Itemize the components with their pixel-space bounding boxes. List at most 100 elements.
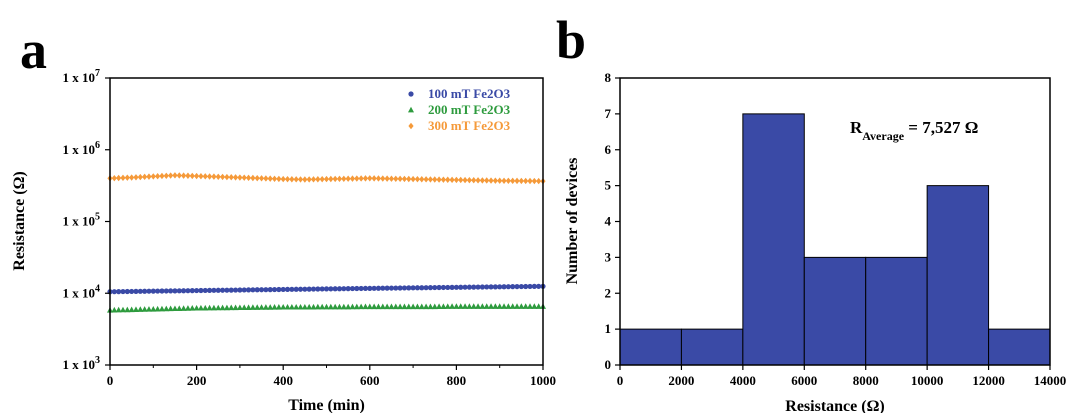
series-2-point (501, 303, 508, 309)
series-2-point (327, 303, 334, 310)
series-2-point (388, 303, 395, 310)
legend-item: 100 mT Fe2O3 (408, 86, 511, 101)
series-2-point (280, 303, 287, 310)
series-2-point (314, 303, 321, 310)
series-3-point (458, 176, 464, 184)
series-2-point (288, 303, 295, 310)
series-3-point (146, 173, 152, 180)
series-2-point (306, 303, 313, 310)
y-tick-label: 8 (605, 70, 612, 85)
series-2-point (163, 305, 170, 312)
annotation-subscript: Average (862, 129, 904, 143)
series-3-point (133, 174, 139, 181)
series-3-point (241, 174, 247, 181)
legend-marker (408, 106, 414, 113)
series-2-point (423, 303, 430, 310)
series-2-point (310, 303, 317, 310)
series-3-point (471, 177, 477, 184)
series-2-point (319, 303, 326, 310)
series-1-point (414, 285, 421, 291)
series-2-point (496, 303, 503, 309)
series-3-point (328, 175, 334, 183)
series-1-point (527, 283, 533, 290)
series-1-point (228, 287, 234, 293)
x-tick-label: 0 (107, 373, 114, 388)
series-2-point (119, 306, 126, 313)
series-3-point (232, 174, 239, 181)
y-tick-label: 2 (605, 285, 612, 300)
histogram-bar (988, 328, 1051, 366)
series-2-point (219, 304, 226, 311)
series-3-point (293, 176, 299, 183)
series-1-point (224, 287, 230, 293)
histogram-bar (742, 113, 805, 366)
series-1-point (462, 284, 468, 290)
series-1-point (523, 283, 529, 290)
series-3-point (302, 176, 308, 183)
series-3-point (211, 173, 217, 180)
series-1-point (445, 284, 451, 291)
series-2-point (275, 304, 282, 310)
legend-marker (408, 122, 414, 130)
series-3-point (172, 172, 178, 179)
series-3-point (228, 174, 234, 181)
series-3-point (155, 172, 161, 180)
series-1-point (185, 288, 191, 294)
series-1-point (497, 284, 503, 290)
series-2-point (492, 303, 499, 309)
series-1-point (280, 286, 286, 293)
series-3-point (319, 175, 325, 183)
series-2-point (245, 304, 252, 310)
y-tick-label: 1 (605, 321, 612, 336)
series-1-point (531, 283, 537, 289)
series-3-point (527, 177, 533, 185)
series-3-point (111, 174, 117, 182)
series-1-point (315, 286, 321, 292)
series-1-point (189, 288, 195, 294)
series-3-point (393, 175, 399, 182)
series-2 (107, 303, 546, 313)
series-1-point (215, 287, 221, 293)
series-3-point (120, 174, 126, 182)
x-tick-label: 10000 (911, 373, 944, 388)
chart-a-y-ticks: 1 x 103 1 x 104 1 x 105 1 x 106 1 x 107 (63, 68, 110, 372)
series-2-point (358, 303, 365, 310)
series-3-point (492, 177, 498, 184)
series-2-point (223, 304, 230, 311)
series-1-point (436, 284, 442, 291)
series-1-point (397, 285, 403, 291)
series-2-point (349, 303, 356, 310)
series-3-point (397, 175, 403, 183)
series-2-point (431, 303, 438, 310)
series-2-point (397, 303, 404, 310)
series-1-point (289, 286, 295, 292)
series-1-point (267, 287, 273, 293)
series-1-point (471, 284, 477, 290)
series-2-point (128, 306, 135, 313)
series-1-point (388, 285, 395, 291)
series-1-point (133, 288, 139, 294)
series-3-point (380, 175, 386, 182)
x-tick-label: 1000 (530, 373, 556, 388)
series-2-point (145, 306, 152, 312)
series-1-point (232, 287, 239, 293)
series-3-point (150, 173, 156, 180)
series-3-point (367, 175, 373, 182)
series-2-point (215, 304, 222, 311)
y-tick-label: 4 (605, 214, 612, 229)
series-3 (107, 172, 546, 185)
series-2-point (345, 303, 352, 310)
series-1-point (124, 288, 130, 295)
series-1-point (401, 285, 408, 291)
series-1-point (479, 284, 485, 290)
series-2-point (449, 303, 456, 309)
series-1-point (293, 286, 299, 292)
legend-item: 300 mT Fe2O3 (408, 118, 511, 133)
series-3-point (362, 175, 369, 182)
series-3-point (297, 176, 304, 183)
series-1-point (146, 288, 152, 294)
series-2-point (111, 306, 118, 313)
series-1-point (510, 284, 516, 290)
series-3-point (306, 176, 312, 183)
